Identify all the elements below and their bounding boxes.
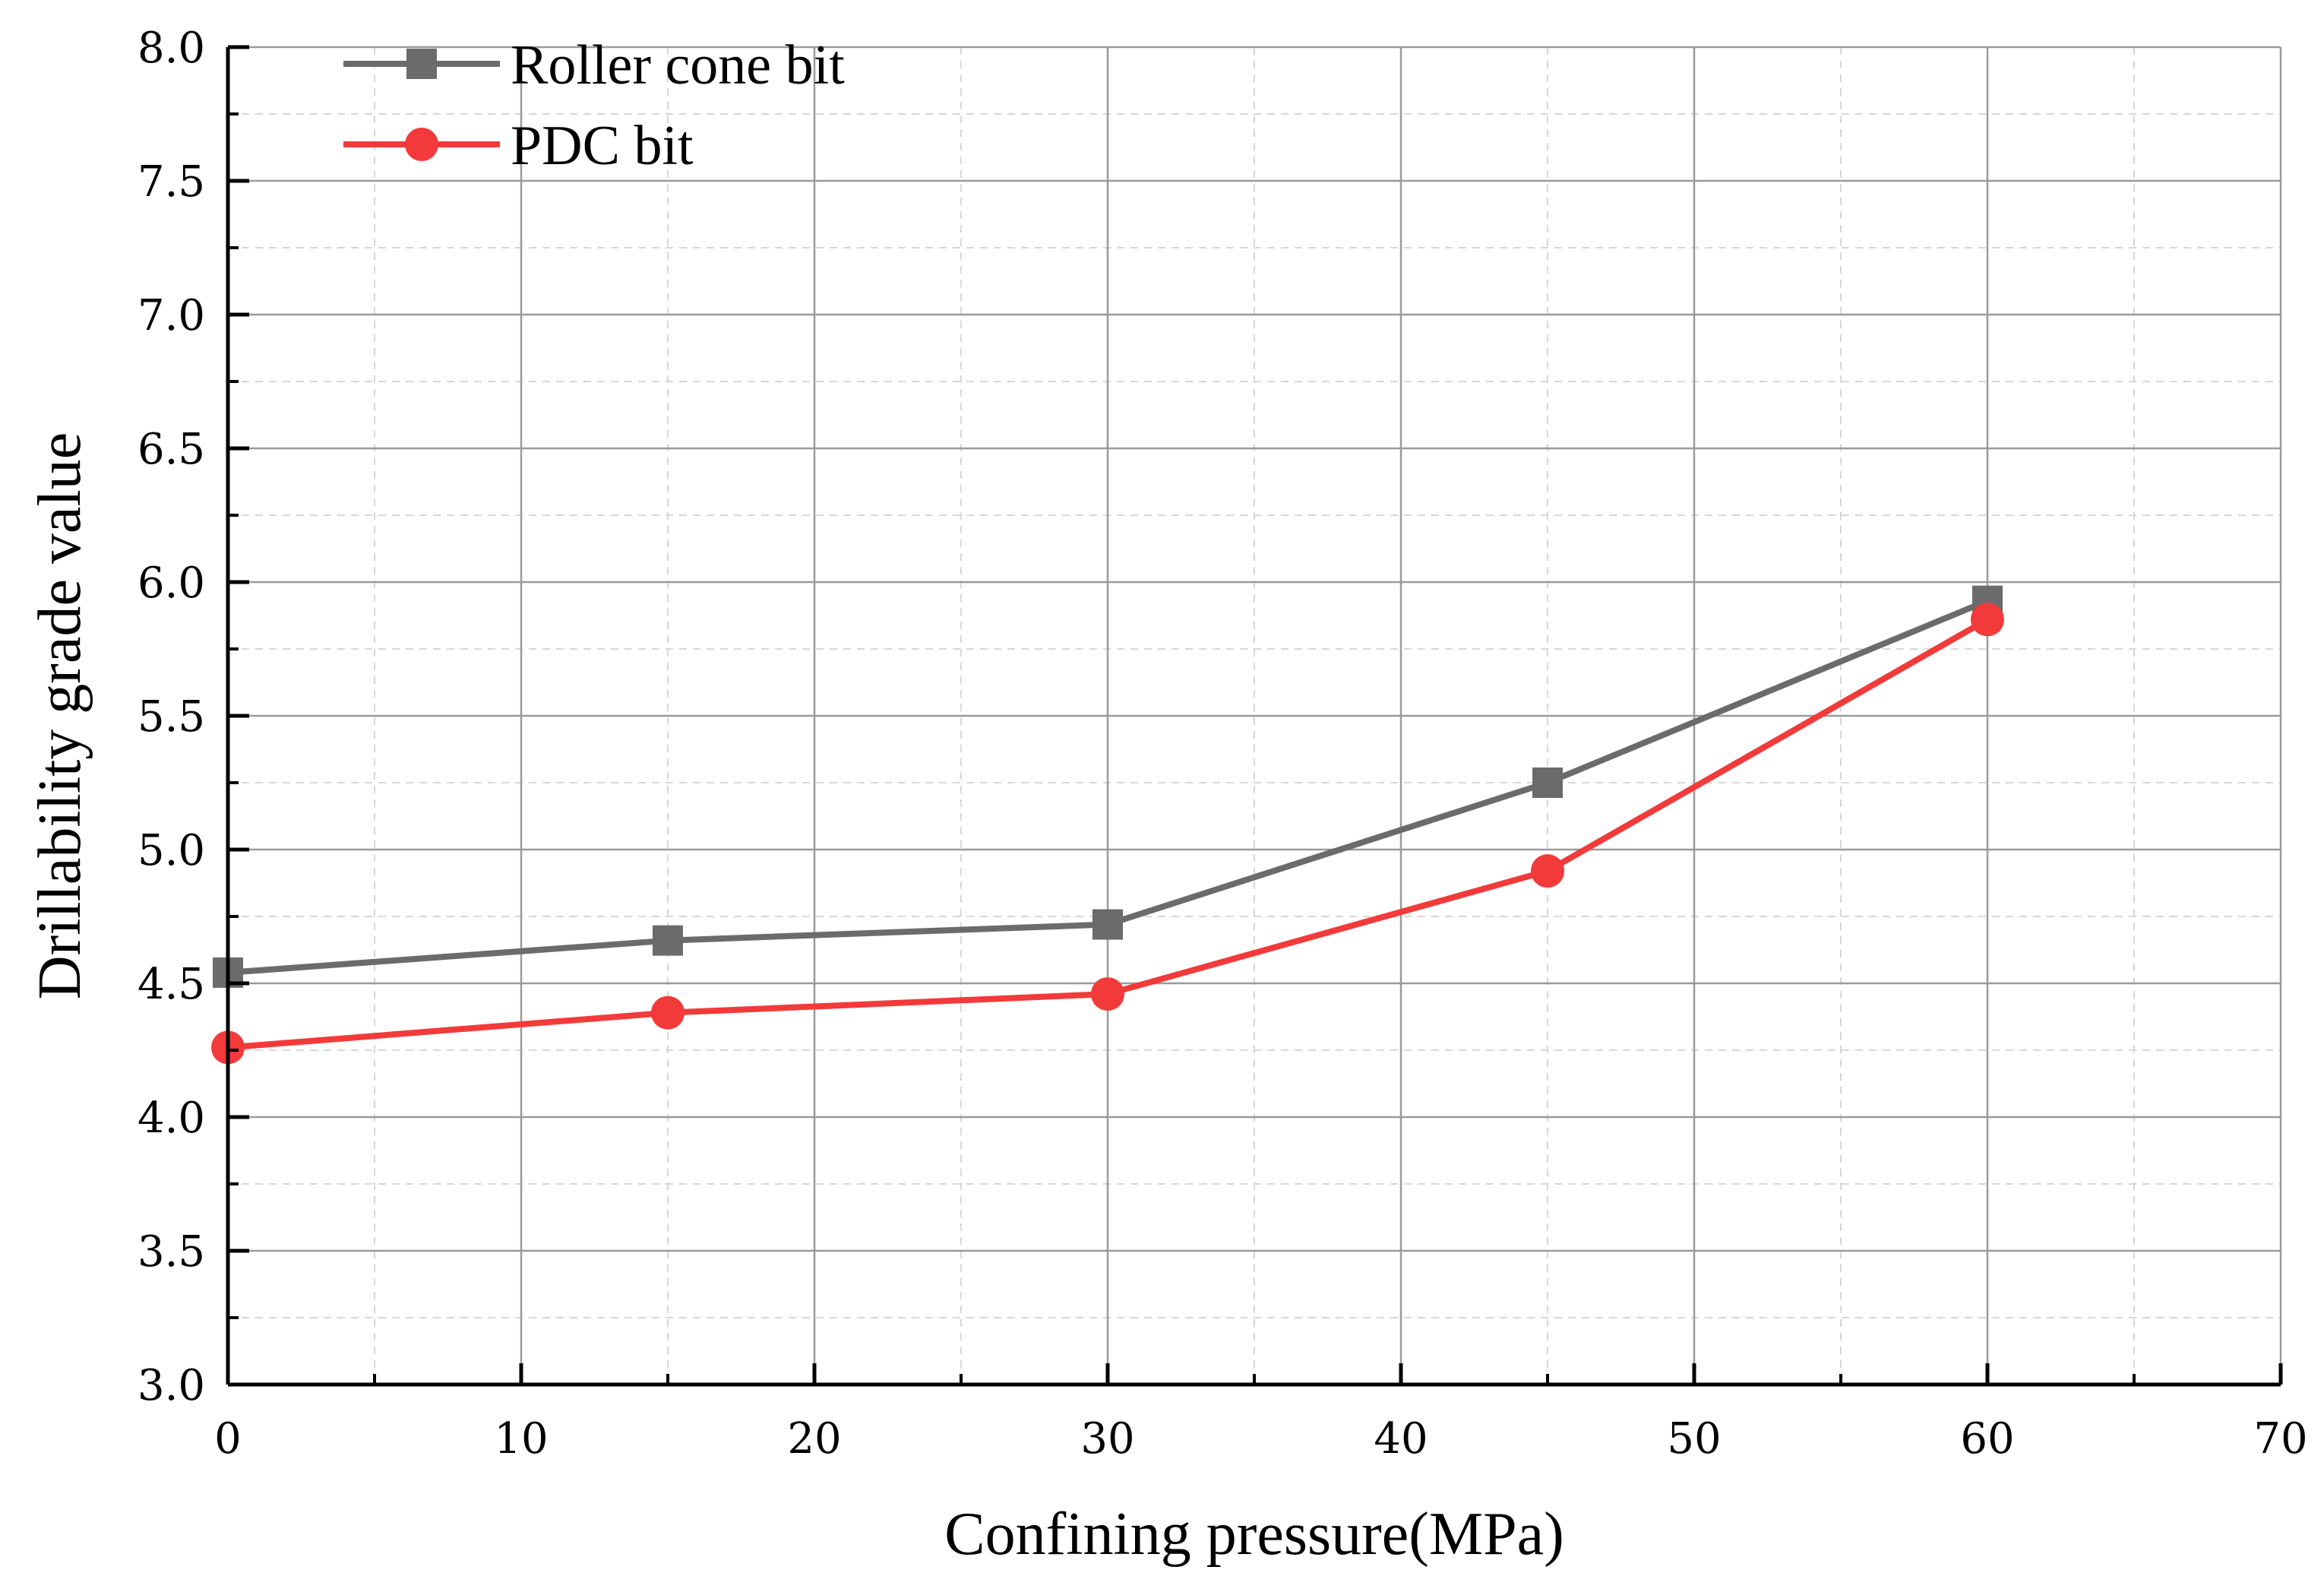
y-tick-label: 7.0: [138, 291, 205, 340]
x-tick-label: 20: [787, 1414, 841, 1464]
y-axis-title: Drillability grade value: [27, 432, 93, 999]
series-0: [213, 585, 2003, 988]
data-point: [1531, 854, 1564, 888]
legend-marker: [405, 128, 438, 161]
legend-label: PDC bit: [511, 115, 694, 177]
y-tick-label: 4.5: [138, 960, 205, 1009]
y-tick-label: 4.0: [138, 1094, 205, 1143]
grid: [228, 46, 2282, 1385]
data-point: [1971, 603, 2004, 637]
series-1: [211, 603, 2004, 1065]
legend-label: Roller cone bit: [511, 34, 845, 97]
x-tick-label: 60: [1960, 1414, 2014, 1464]
y-tick-label: 7.5: [138, 157, 205, 207]
y-tick-label: 6.5: [138, 425, 205, 474]
y-tick-label: 3.5: [138, 1227, 205, 1277]
data-point: [653, 925, 683, 956]
series-layer: [211, 585, 2004, 1065]
axes: [226, 45, 2283, 1387]
legend-item-1: PDC bit: [343, 115, 694, 177]
data-point: [1091, 977, 1124, 1011]
legend-marker: [406, 49, 437, 79]
tick-labels: 0 10 20 30 40 50 60 70 3.0 3.5 4.0 4.5 5.0 5.5 6.0 6.5 7…: [138, 24, 2308, 1464]
y-tick-label: 5.0: [138, 826, 205, 875]
x-tick-label: 40: [1374, 1414, 1428, 1464]
x-tick-label: 70: [2253, 1414, 2307, 1464]
y-tick-label: 5.5: [138, 692, 205, 742]
y-tick-label: 6.0: [138, 559, 205, 608]
x-axis-title: Confining pressure(MPa): [944, 1501, 1564, 1568]
x-tick-label: 10: [494, 1414, 548, 1464]
y-tick-label: 3.0: [138, 1361, 205, 1410]
x-tick-label: 50: [1667, 1414, 1721, 1464]
legend-item-0: Roller cone bit: [343, 34, 845, 97]
x-tick-label: 30: [1080, 1414, 1134, 1464]
x-tick-label: 0: [214, 1414, 242, 1464]
data-point: [651, 995, 685, 1030]
data-point: [1092, 909, 1123, 940]
data-point: [1532, 768, 1563, 798]
y-tick-label: 8.0: [138, 24, 205, 73]
legend: Roller cone bit PDC bit: [343, 34, 845, 177]
